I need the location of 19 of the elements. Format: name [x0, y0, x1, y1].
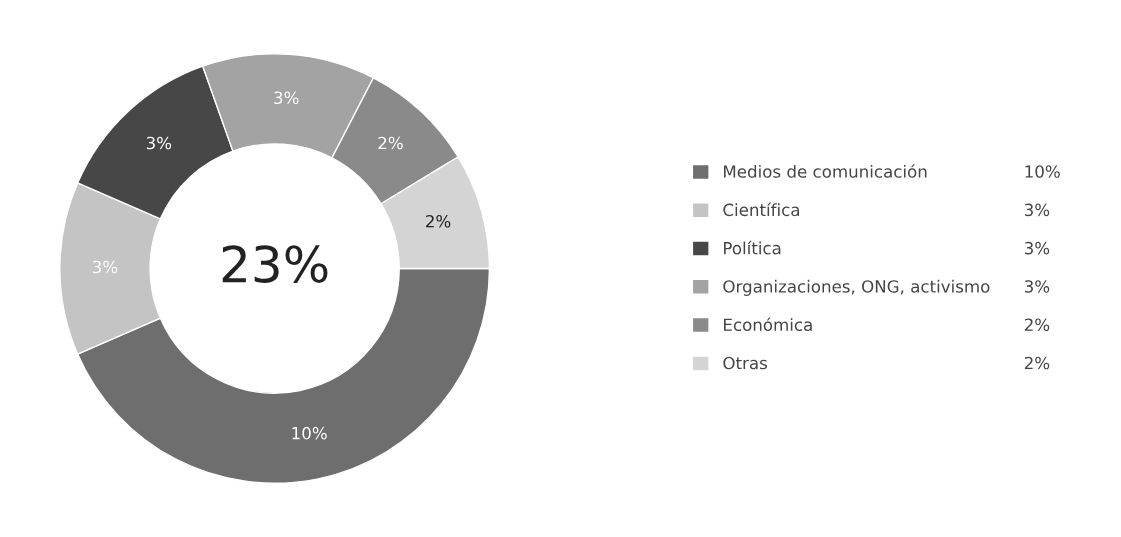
legend-label: Económica — [724, 317, 812, 332]
text: 2% — [1024, 318, 1050, 332]
legend-label: Otras — [723, 356, 767, 370]
data-label: 3% — [93, 260, 118, 274]
data-label: 2% — [378, 136, 403, 150]
text: 3% — [1024, 203, 1050, 217]
legend-label: Científica — [723, 202, 800, 217]
text: 10% — [1025, 165, 1060, 178]
text: 3% — [1024, 241, 1050, 255]
text: 2% — [1024, 356, 1050, 370]
text: 23% — [222, 245, 328, 284]
data-label: 2% — [426, 214, 451, 228]
data-label: 3% — [274, 91, 299, 105]
text: 3% — [1024, 280, 1050, 293]
data-label: 3% — [146, 136, 172, 150]
legend-label: Medios de comunicación — [724, 164, 927, 178]
legend-label: Organizaciones, ONG, activismo — [723, 279, 990, 296]
data-label: 10% — [292, 426, 327, 440]
legend-label: Política — [724, 240, 781, 255]
